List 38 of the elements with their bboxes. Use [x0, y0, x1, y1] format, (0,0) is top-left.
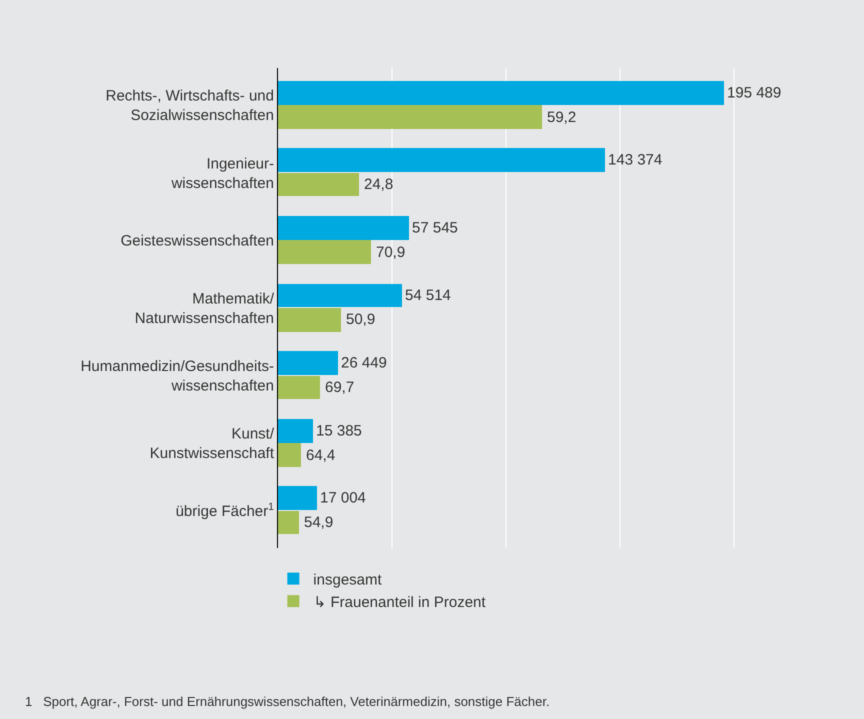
bar [278, 443, 301, 467]
legend-label: insgesamt [313, 572, 383, 588]
bar [278, 511, 299, 534]
annotation: 54,9 [304, 514, 334, 531]
data-label: 17 004 [320, 490, 366, 506]
bar [278, 81, 724, 105]
y-tick-label: Humanmedizin/Gesundheits- wissenschaften [80, 358, 274, 395]
annotation: 59,2 [547, 109, 576, 126]
data-label: 195 489 [727, 84, 782, 102]
bar [278, 240, 371, 264]
bar [278, 376, 320, 399]
y-tick-label: übrige Fächer$^{1}$ [176, 500, 274, 520]
text: 1 Sport, Agrar-, Forst- und Ernährungswissenschaften, Veterinärmedizin, sonstige Fächer. [25, 694, 550, 709]
bar [278, 486, 317, 510]
annotation: 69,7 [325, 379, 354, 396]
data-label: 57 545 [412, 220, 458, 236]
y-tick-label: Mathematik/ Naturwissenschaften [134, 290, 275, 327]
y-tick-label: Kunst/ Kunstwissenschaft [150, 426, 275, 462]
bar [278, 284, 402, 307]
annotation: 50,9 [346, 311, 376, 328]
annotation: 64,4 [306, 447, 336, 464]
bar [278, 419, 313, 443]
bar [278, 308, 341, 332]
annotation: 24,8 [364, 176, 394, 193]
annotation: 70,9 [376, 244, 406, 261]
bar [278, 216, 409, 240]
y-tick-label: Rechts-, Wirtschafts- und Sozialwissenschaften [106, 88, 274, 124]
bar [278, 173, 359, 196]
data-label: 15 385 [316, 422, 362, 440]
y-tick-label: Geisteswissenschaften [120, 232, 274, 250]
bar [278, 148, 605, 172]
legend-label: ↳ Frauenanteil in Prozent [313, 594, 486, 611]
y-tick-label: Ingenieur- wissenschaften [170, 155, 274, 192]
data-label: 143 374 [608, 152, 662, 168]
data-label: 26 449 [341, 354, 387, 372]
bar [278, 105, 542, 129]
bar [278, 351, 338, 375]
data-label: 54 514 [405, 287, 451, 304]
